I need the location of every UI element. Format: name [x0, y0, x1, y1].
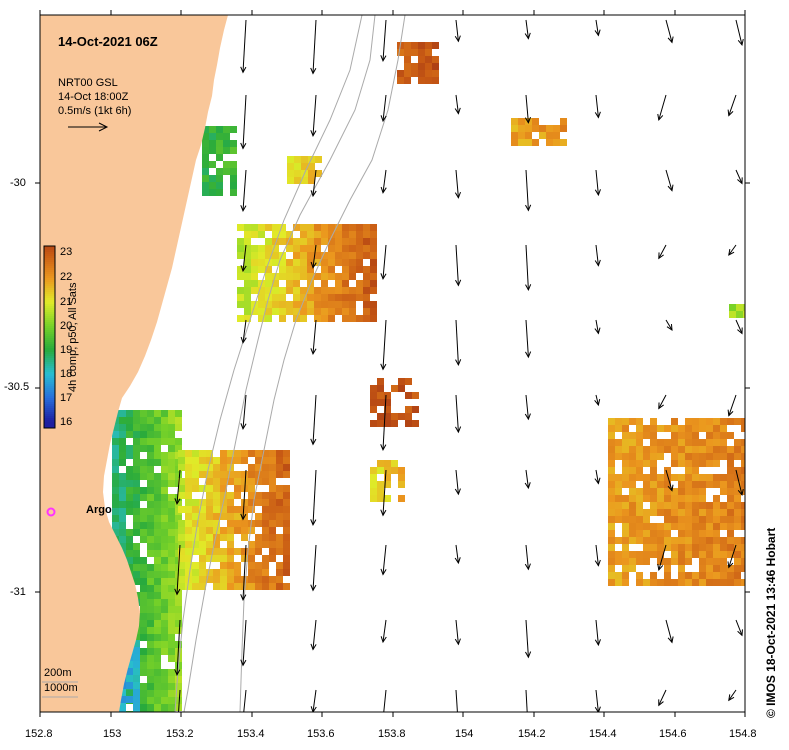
- lon-label-153: 153: [103, 728, 122, 740]
- lon-label-154-4: 154.4: [589, 728, 617, 740]
- product-line-1: NRT00 GSL: [58, 77, 118, 89]
- colorbar-title: 4h comp, p50, All Sats: [67, 282, 79, 392]
- product-line-2: 14-Oct 18:00Z: [58, 91, 129, 103]
- lon-label-154-6: 154.6: [659, 728, 687, 740]
- cbar-tick-23: 23: [60, 246, 73, 258]
- sst-layer: [112, 42, 745, 712]
- coastline-land: [40, 15, 228, 712]
- current-vectors: [174, 19, 744, 712]
- cbar-tick-17: 17: [60, 392, 73, 404]
- depth-label-200m: 200m: [44, 667, 72, 679]
- cbar-tick-21: 21: [60, 296, 73, 308]
- lon-label-152-8: 152.8: [25, 728, 53, 740]
- cbar-tick-18: 18: [60, 368, 73, 380]
- argo-label: Argo: [86, 504, 112, 516]
- lon-label-153-2: 153.2: [166, 728, 194, 740]
- lon-label-154-8: 154.8: [729, 728, 757, 740]
- lon-label-154: 154: [455, 728, 474, 740]
- cbar-tick-22: 22: [60, 271, 73, 283]
- argo-float-marker: [46, 507, 56, 517]
- imos-credit: © IMOS 18-Oct-2021 13:46 Hobart: [764, 527, 778, 718]
- cbar-tick-20: 20: [60, 320, 73, 332]
- contour-200m: [183, 15, 376, 712]
- depth-label-1000m: 1000m: [44, 682, 78, 694]
- cbar-tick-16: 16: [60, 416, 73, 428]
- contour-1000m: [239, 15, 406, 712]
- colorbar: [43, 245, 56, 429]
- lat-label-minus30-5: -30.5: [4, 381, 30, 393]
- lat-label-minus31: -31: [10, 586, 26, 598]
- contour-shelf: [174, 15, 363, 712]
- cbar-tick-19: 19: [60, 344, 73, 356]
- lon-label-153-4: 153.4: [237, 728, 265, 740]
- map-title: 14-Oct-2021 06Z: [58, 34, 158, 49]
- lon-label-153-8: 153.8: [378, 728, 406, 740]
- lat-label-minus30: -30: [10, 177, 26, 189]
- product-line-3: 0.5m/s (1kt 6h): [58, 105, 132, 117]
- lon-label-154-2: 154.2: [518, 728, 546, 740]
- axis-ticks: [35, 10, 750, 717]
- lon-label-153-6: 153.6: [307, 728, 335, 740]
- vector-scale-arrow-icon: [68, 122, 109, 132]
